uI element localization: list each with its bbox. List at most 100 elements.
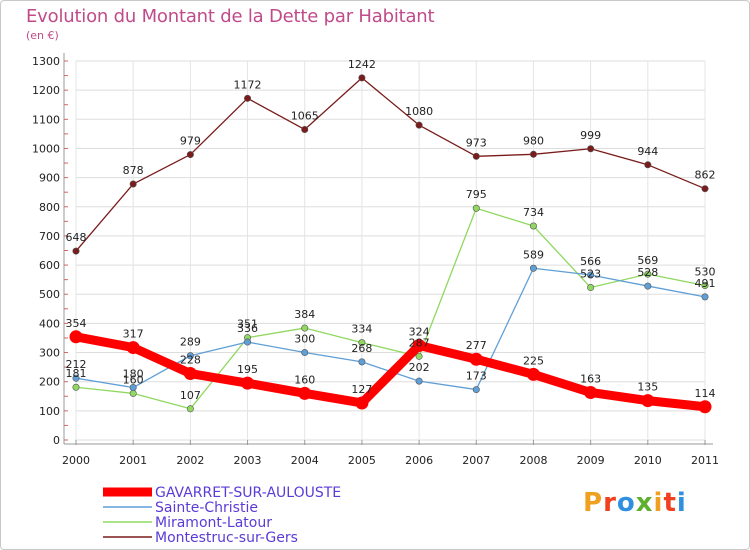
- data-labels: 648 878 979 1172 1065 1242 1080 973 980 999 944 862…: [66, 58, 716, 402]
- x-tick-label: 2003: [234, 454, 262, 467]
- series-line-2: [75, 207, 706, 410]
- y-tick-label: 1000: [32, 142, 60, 155]
- y-tick-label: 200: [39, 376, 60, 389]
- series-line-3: [75, 77, 706, 252]
- y-tick-label: 100: [39, 405, 60, 418]
- legend: GAVARRET-SUR-AULOUSTESainte-ChristieMira…: [103, 485, 341, 546]
- data-label: 212: [66, 358, 87, 371]
- x-tick-label: 2008: [519, 454, 547, 467]
- data-point: [529, 264, 537, 272]
- data-label: 300: [294, 333, 315, 346]
- data-point: [472, 152, 480, 160]
- data-label: 528: [637, 266, 658, 279]
- data-point: [415, 377, 423, 385]
- data-label: 1080: [405, 105, 433, 118]
- data-label: 530: [695, 265, 716, 278]
- proxiti-logo: Proxiti: [583, 488, 687, 518]
- data-label: 173: [466, 370, 487, 383]
- data-label: 225: [523, 354, 544, 367]
- data-label: 589: [523, 248, 544, 261]
- x-tick-label: 2006: [405, 454, 433, 467]
- data-point: [701, 185, 709, 193]
- y-tick-label: 500: [39, 288, 60, 301]
- data-label: 795: [466, 188, 487, 201]
- data-label: 180: [123, 368, 144, 381]
- data-label: 135: [637, 381, 658, 394]
- legend-label: Sainte-Christie: [155, 500, 258, 516]
- y-tick-label: 1100: [32, 113, 60, 126]
- data-label: 354: [66, 317, 87, 330]
- data-label: 268: [351, 342, 372, 355]
- data-point: [469, 352, 483, 366]
- data-point: [72, 374, 80, 382]
- data-label: 734: [523, 206, 544, 219]
- data-label: 1172: [234, 78, 262, 91]
- data-point: [529, 150, 537, 158]
- data-label: 277: [466, 339, 487, 352]
- chart-subtitle: (en €): [26, 29, 59, 42]
- series-lines: [69, 74, 712, 414]
- data-label: 317: [123, 328, 144, 341]
- data-point: [701, 293, 709, 301]
- grid: [75, 60, 706, 441]
- data-point: [186, 352, 194, 360]
- data-label: 160: [123, 373, 144, 386]
- legend-label: Montestruc-sur-Gers: [155, 530, 298, 546]
- data-point: [301, 324, 309, 332]
- x-tick-label: 2002: [176, 454, 204, 467]
- data-label: 523: [580, 268, 601, 281]
- data-point: [358, 74, 366, 82]
- y-tick-label: 600: [39, 259, 60, 272]
- series-line-0: [71, 332, 710, 412]
- data-label: 107: [180, 389, 201, 402]
- data-point: [186, 405, 194, 413]
- data-label: 181: [66, 367, 87, 380]
- data-label: 160: [294, 373, 315, 386]
- data-label: 569: [637, 254, 658, 267]
- y-tick-label: 1300: [32, 55, 60, 68]
- data-point: [587, 271, 595, 279]
- data-label: 944: [637, 145, 658, 158]
- data-label: 973: [466, 136, 487, 149]
- y-tick-label: 0: [53, 434, 60, 447]
- data-label: 287: [409, 336, 430, 349]
- x-tick-label: 2007: [462, 454, 490, 467]
- data-point: [641, 394, 655, 408]
- data-point: [301, 126, 309, 134]
- data-label: 999: [580, 129, 601, 142]
- data-label: 351: [237, 318, 258, 331]
- data-point: [472, 204, 480, 212]
- data-point: [183, 367, 197, 381]
- x-tick-label: 2004: [291, 454, 319, 467]
- chart-title: Evolution du Montant de la Dette par Hab…: [26, 6, 435, 27]
- data-point: [129, 389, 137, 397]
- data-point: [129, 384, 137, 392]
- data-label: 127: [351, 383, 372, 396]
- data-point: [72, 383, 80, 391]
- axes: 0 100 200 300 400 500 600 700 800 900 1000 1100 1200…: [32, 53, 719, 467]
- data-label: 566: [580, 255, 601, 268]
- data-label: 980: [523, 134, 544, 147]
- data-label: 1242: [348, 58, 376, 71]
- data-point: [358, 358, 366, 366]
- data-point: [587, 145, 595, 153]
- legend-label: Miramont-Latour: [155, 515, 272, 531]
- data-label: 228: [180, 354, 201, 367]
- data-point: [701, 281, 709, 289]
- x-tick-label: 2011: [691, 454, 719, 467]
- data-label: 114: [695, 387, 716, 400]
- y-tick-label: 800: [39, 201, 60, 214]
- data-point: [415, 121, 423, 129]
- x-tick-label: 2005: [348, 454, 376, 467]
- y-tick-label: 700: [39, 230, 60, 243]
- data-point: [241, 376, 255, 390]
- data-point: [301, 349, 309, 357]
- data-label: 334: [351, 323, 372, 336]
- data-label: 163: [580, 372, 601, 385]
- data-label: 648: [66, 231, 87, 244]
- x-tick-label: 2001: [119, 454, 147, 467]
- data-point: [415, 352, 423, 360]
- x-tick-label: 2009: [577, 454, 605, 467]
- data-label: 491: [695, 277, 716, 290]
